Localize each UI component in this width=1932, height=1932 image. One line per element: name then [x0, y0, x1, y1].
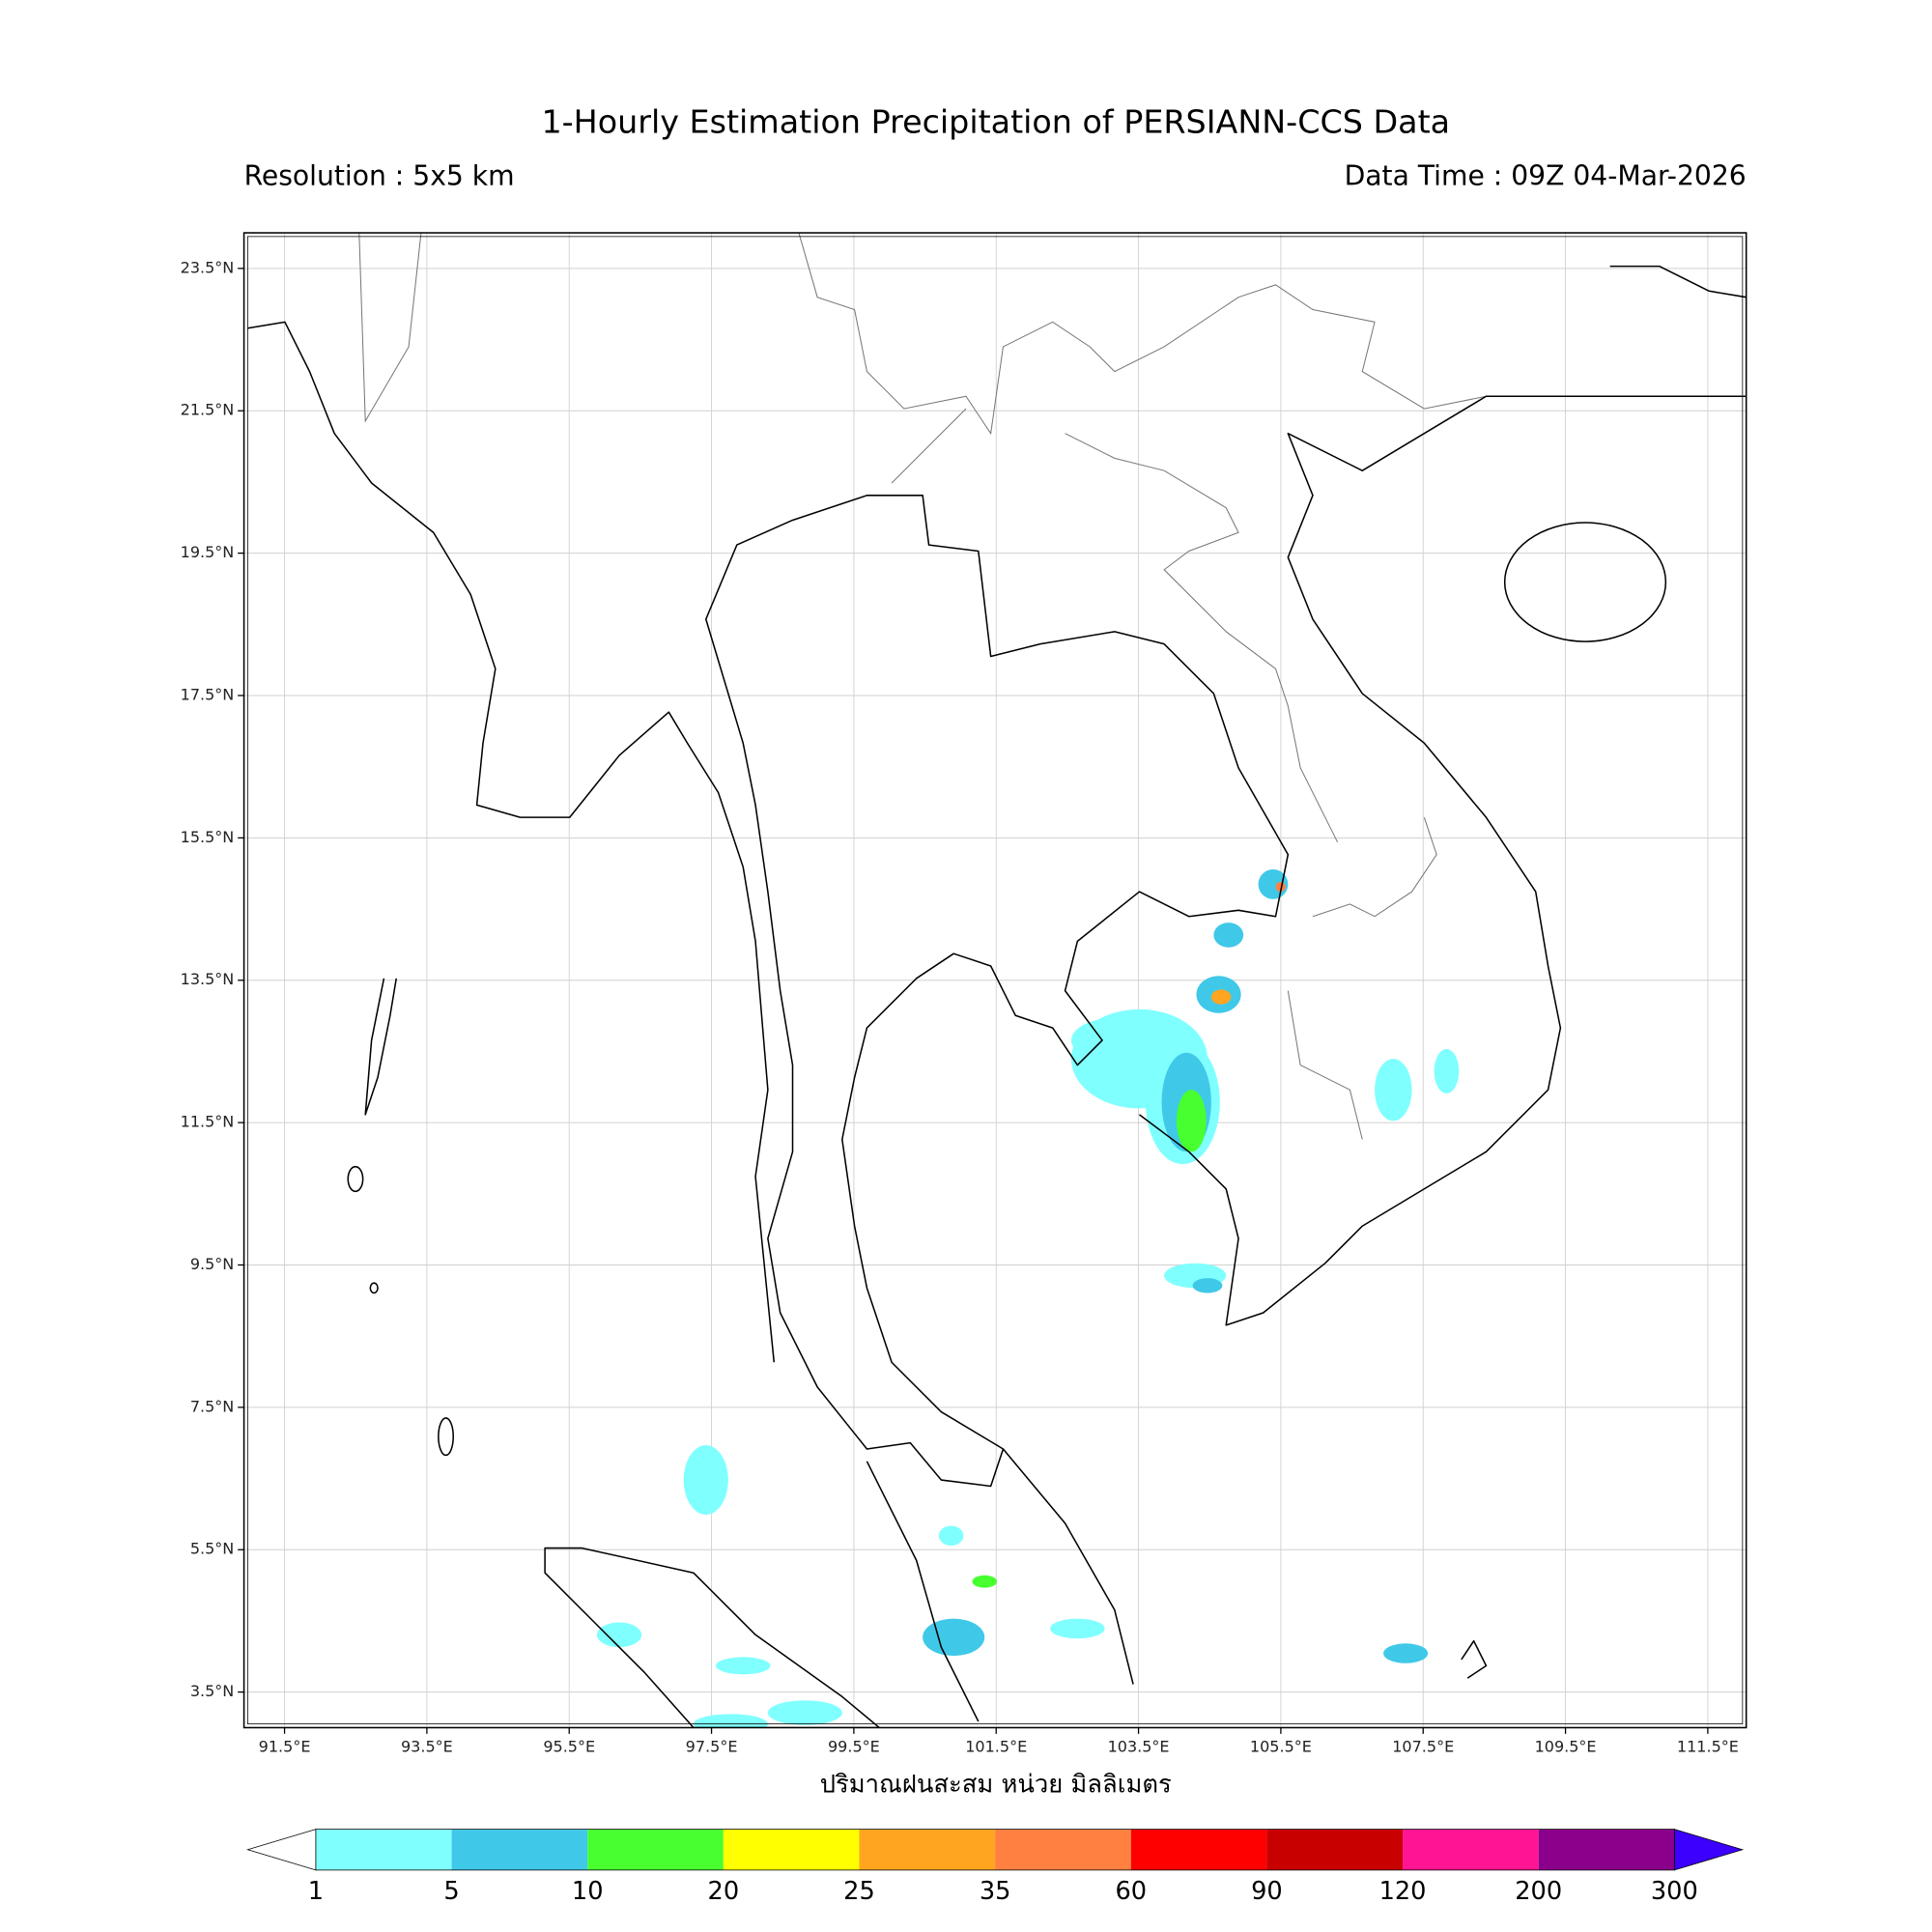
y-tick-label: 3.5°N [190, 1682, 234, 1700]
ticks: 91.5°E 93.5°E 95.5°E 97.5°E 99.5°E 101.5°E 103… [181, 258, 1739, 1755]
y-tick-label: 23.5°N [181, 258, 235, 276]
grid [243, 233, 1747, 1728]
x-tick-label: 93.5°E [401, 1737, 453, 1755]
colorbar-label: 10 [572, 1877, 604, 1906]
data-time: Data Time : 09Z 04-Mar-2026 [1345, 159, 1747, 191]
colorbar-under [246, 1829, 317, 1871]
colorbar-label: 25 [843, 1877, 875, 1906]
y-tick-label: 5.5°N [190, 1540, 234, 1558]
x-tick-label: 97.5°E [686, 1737, 738, 1755]
x-tick-label: 103.5°E [1108, 1737, 1170, 1755]
x-axis-label: ปริมาณฝนสะสม หน่วย มิลลิเมตร [820, 1771, 1172, 1800]
y-tick-label: 19.5°N [181, 543, 235, 561]
colorbar-box [315, 1829, 452, 1870]
x-tick-label: 109.5°E [1535, 1737, 1597, 1755]
colorbar-box [1266, 1829, 1404, 1870]
colorbar-box [859, 1829, 996, 1870]
colorbar-box [451, 1829, 588, 1870]
colorbar-box [1538, 1829, 1675, 1870]
colorbar-label: 60 [1115, 1877, 1147, 1906]
colorbar-label: 200 [1515, 1877, 1562, 1906]
x-tick-label: 101.5°E [965, 1737, 1027, 1755]
colorbar-label: 20 [708, 1877, 740, 1906]
map-layer [247, 233, 1747, 1728]
x-tick-label: 91.5°E [259, 1737, 311, 1755]
y-tick-label: 15.5°N [181, 828, 235, 846]
x-tick-label: 95.5°E [543, 1737, 595, 1755]
colorbar-frame [315, 1829, 1675, 1871]
colorbar: 1 5 10 20 25 35 60 90 120 200 300 [246, 1829, 1745, 1906]
x-tick-label: 99.5°E [828, 1737, 880, 1755]
y-tick-label: 13.5°N [181, 970, 235, 988]
y-tick-label: 17.5°N [181, 685, 235, 703]
y-tick-label: 11.5°N [181, 1113, 235, 1131]
colorbar-label: 300 [1651, 1877, 1698, 1906]
colorbar-label: 120 [1379, 1877, 1427, 1906]
y-tick-label: 9.5°N [190, 1255, 234, 1273]
x-tick-label: 105.5°E [1250, 1737, 1312, 1755]
colorbar-label: 5 [443, 1877, 459, 1906]
x-tick-label: 111.5°E [1677, 1737, 1739, 1755]
y-tick-label: 21.5°N [181, 401, 235, 419]
colorbar-label: 90 [1251, 1877, 1283, 1906]
colorbar-box [723, 1829, 860, 1870]
colorbar-label: 35 [980, 1877, 1011, 1906]
map-frame-inner [247, 236, 1744, 1724]
colorbar-box [1403, 1829, 1539, 1870]
precip [596, 869, 1460, 1728]
resolution: Resolution : 5x5 km [244, 159, 515, 191]
colorbar-box [1130, 1829, 1267, 1870]
colorbar-label: 1 [308, 1877, 324, 1906]
y-tick-label: 7.5°N [190, 1397, 234, 1415]
title: 1-Hourly Estimation Precipitation of PER… [541, 103, 1450, 141]
colorbar-box [995, 1829, 1131, 1870]
x-tick-label: 107.5°E [1392, 1737, 1454, 1755]
colorbar-over [1673, 1829, 1745, 1871]
colorbar-box [587, 1829, 724, 1870]
